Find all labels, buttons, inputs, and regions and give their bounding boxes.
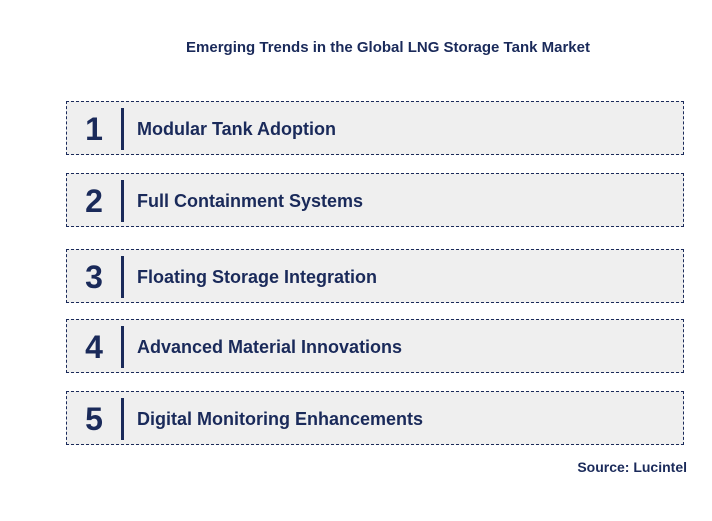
trend-number: 1 bbox=[85, 111, 103, 147]
divider bbox=[121, 108, 124, 150]
trend-number: 3 bbox=[85, 259, 103, 295]
trend-label: Advanced Material Innovations bbox=[137, 337, 403, 357]
trend-label: Modular Tank Adoption bbox=[137, 119, 336, 139]
divider bbox=[121, 326, 124, 368]
trend-box: 5 Digital Monitoring Enhancements bbox=[66, 391, 684, 445]
divider bbox=[121, 398, 124, 440]
title: Emerging Trends in the Global LNG Storag… bbox=[186, 39, 590, 56]
divider bbox=[121, 256, 124, 298]
trend-label: Full Containment Systems bbox=[137, 191, 364, 211]
trend-number: 4 bbox=[85, 329, 103, 365]
trend-box: 1 Modular Tank Adoption bbox=[66, 101, 684, 155]
trend-number: 5 bbox=[85, 401, 103, 437]
trend-number: 2 bbox=[85, 183, 103, 219]
trend-box: 2 Full Containment Systems bbox=[66, 173, 684, 227]
trend-label: Floating Storage Integration bbox=[137, 267, 378, 287]
source: Source: Lucintel bbox=[577, 459, 687, 475]
divider bbox=[121, 180, 124, 222]
trend-box: 3 Floating Storage Integration bbox=[66, 249, 684, 303]
trend-label: Digital Monitoring Enhancements bbox=[137, 409, 424, 429]
trend-box: 4 Advanced Material Innovations bbox=[66, 319, 684, 373]
